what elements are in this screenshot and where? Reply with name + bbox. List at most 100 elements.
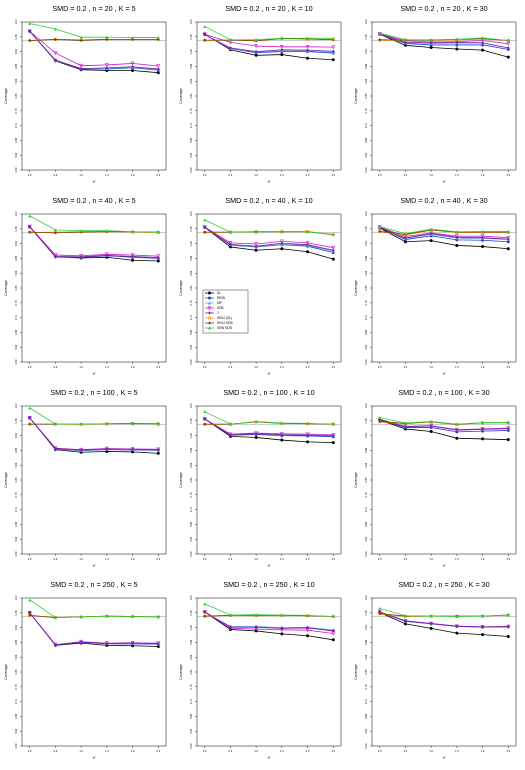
- y-tick-label: 0.76: [189, 108, 193, 114]
- y-tick-label: 0.72: [189, 507, 193, 513]
- series-group: [28, 416, 160, 452]
- data-point: [506, 42, 511, 47]
- x-tick-label: 1.5: [105, 749, 109, 753]
- y-tick-label: 0.92: [14, 49, 18, 55]
- y-tick-label: 0.68: [14, 521, 18, 527]
- data-point: [203, 230, 207, 234]
- plot-frame: [371, 21, 517, 171]
- legend-marker: [208, 311, 211, 315]
- series-line: [379, 612, 509, 637]
- data-point: [105, 422, 109, 426]
- series-group: [27, 416, 161, 452]
- data-point: [429, 420, 433, 424]
- y-tick-label: 0.76: [364, 492, 368, 498]
- series-line: [204, 226, 334, 249]
- data-point: [228, 230, 232, 234]
- y-tick-label: 0.64: [189, 728, 193, 734]
- panel-title: SMD = 0.2 , n = 250 , K = 5: [50, 580, 137, 589]
- data-point: [131, 65, 135, 69]
- data-point: [156, 64, 161, 69]
- y-tick-label: 1.00: [364, 211, 368, 217]
- series-line: [204, 418, 334, 436]
- series-group: [378, 612, 510, 618]
- y-tick-label: 0.60: [189, 551, 193, 557]
- data-point: [403, 240, 407, 244]
- data-point: [331, 36, 335, 40]
- plot-frame: [21, 597, 167, 747]
- chart-svg: SMD = 0.2 , n = 100 , K = 10 0.60 0.64 0.68…: [179, 388, 342, 568]
- data-point: [28, 29, 32, 33]
- data-point: [28, 406, 32, 410]
- data-point: [331, 629, 335, 633]
- data-point: [403, 421, 407, 425]
- y-tick-label: 0.72: [189, 123, 193, 129]
- data-point: [280, 438, 284, 442]
- x-tick-label: 2.5: [331, 365, 335, 369]
- chart-svg: SMD = 0.2 , n = 250 , K = 5 0.60 0.64 0.68 0…: [4, 580, 167, 760]
- data-point: [203, 422, 207, 426]
- series-line: [204, 33, 334, 48]
- y-tick-label: 0.96: [364, 226, 368, 232]
- x-axis-label: τ²: [93, 564, 96, 568]
- legend-label: SSW KDB: [217, 326, 232, 330]
- data-point: [506, 421, 510, 425]
- y-tick-label: 0.72: [364, 507, 368, 513]
- y-tick-label: 0.88: [14, 255, 18, 261]
- series-group: [378, 606, 510, 618]
- data-point: [79, 39, 83, 42]
- y-tick-label: 0.92: [14, 241, 18, 247]
- y-axis-label: Coverage: [354, 664, 358, 680]
- series-line: [29, 599, 159, 619]
- x-tick-label: 1.5: [455, 173, 459, 177]
- data-point: [455, 615, 459, 618]
- series-line: [379, 33, 509, 50]
- data-point: [506, 634, 510, 638]
- panel-title: SMD = 0.2 , n = 100 , K = 5: [50, 388, 137, 397]
- y-tick-label: 0.88: [364, 255, 368, 261]
- x-tick-label: 1.0: [254, 173, 258, 177]
- y-tick-label: 0.84: [14, 654, 18, 660]
- data-point: [279, 239, 284, 244]
- y-tick-label: 0.64: [189, 344, 193, 350]
- series-line: [379, 33, 509, 58]
- series-group: [28, 37, 160, 42]
- data-point: [429, 430, 433, 434]
- y-tick-label: 0.92: [14, 625, 18, 631]
- chart-panel: SMD = 0.2 , n = 20 , K = 30 0.60 0.64 0.68 0…: [350, 0, 525, 192]
- data-point: [280, 36, 284, 40]
- series-group: [378, 418, 510, 434]
- data-point: [228, 422, 232, 426]
- x-tick-label: 1.5: [455, 749, 459, 753]
- series-line: [204, 227, 334, 260]
- data-point: [429, 614, 433, 618]
- series-line: [204, 418, 334, 436]
- data-point: [455, 230, 459, 234]
- data-point: [156, 448, 160, 452]
- series-group: [27, 29, 161, 69]
- chart-panel: SMD = 0.2 , n = 250 , K = 5 0.60 0.64 0.68 0…: [0, 576, 175, 768]
- y-tick-label: 0.76: [14, 492, 18, 498]
- data-point: [455, 235, 459, 239]
- x-tick-label: 2.0: [131, 173, 135, 177]
- chart-svg: SMD = 0.2 , n = 250 , K = 10 0.60 0.64 0.68…: [179, 580, 342, 760]
- data-point: [254, 230, 258, 234]
- data-point: [429, 622, 433, 626]
- y-tick-label: 0.80: [14, 285, 18, 291]
- series-group: [28, 611, 160, 647]
- data-point: [403, 425, 407, 429]
- data-point: [331, 245, 336, 250]
- data-point: [481, 36, 485, 40]
- data-point: [306, 440, 310, 444]
- y-tick-label: 1.00: [189, 19, 193, 25]
- y-tick-label: 0.76: [14, 300, 18, 306]
- legend-label: HKSJ (DL): [217, 316, 232, 320]
- x-tick-label: 1.0: [429, 749, 433, 753]
- y-axis-label: Coverage: [4, 664, 8, 680]
- legend-label: MP: [217, 301, 222, 305]
- chart-panel: SMD = 0.2 , n = 20 , K = 10 0.60 0.64 0.68 0…: [175, 0, 350, 192]
- y-tick-label: 0.72: [189, 699, 193, 705]
- y-tick-label: 0.88: [14, 63, 18, 69]
- y-tick-label: 0.84: [189, 270, 193, 276]
- y-tick-label: 0.88: [189, 63, 193, 69]
- data-point: [254, 242, 259, 247]
